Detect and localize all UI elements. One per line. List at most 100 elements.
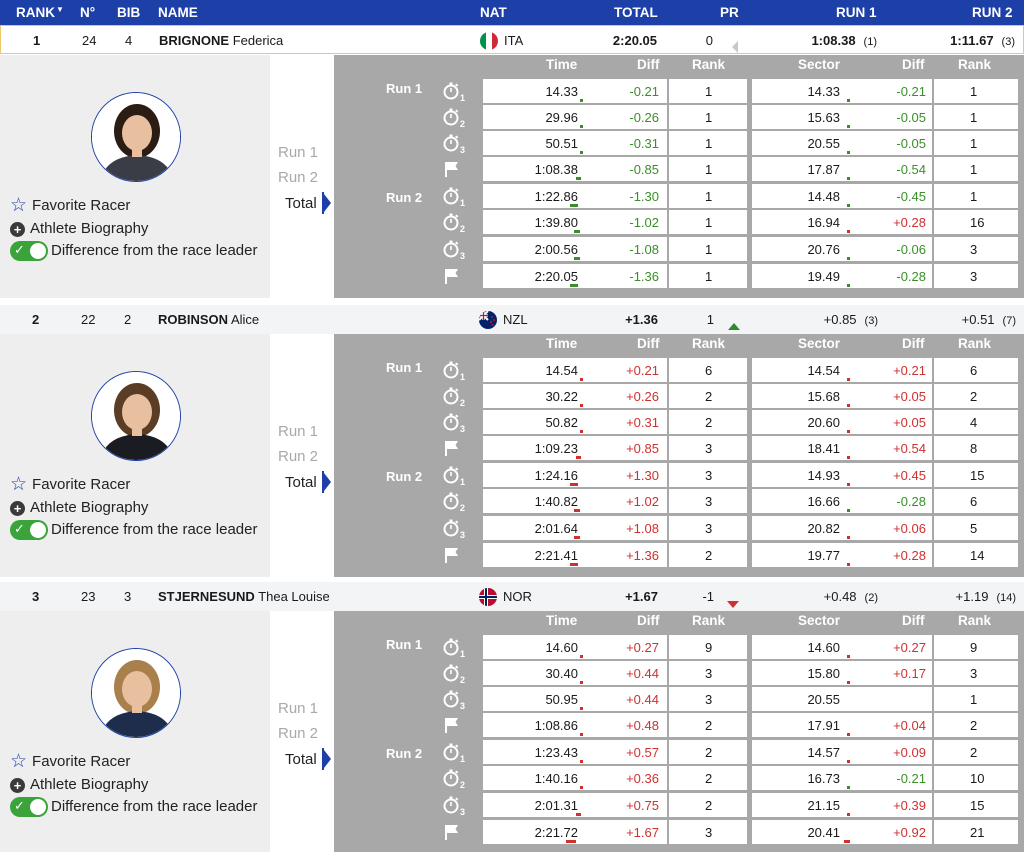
split-rank-cell: 3 (669, 661, 747, 685)
split-time-cell: 50.51 (483, 131, 586, 155)
run-selector-total[interactable]: Total (285, 474, 317, 491)
run-selector-total[interactable]: Total (285, 751, 317, 768)
racer-nation: ITA (504, 33, 524, 48)
difference-toggle[interactable]: ✓ Difference from the race leader (10, 797, 258, 817)
racer-run2: +1.19 (14) (955, 589, 1016, 604)
run-selector-run2[interactable]: Run 2 (278, 169, 319, 186)
sector-diff-cell: +0.45 (850, 463, 932, 487)
racer-row[interactable]: 2 22 2 ROBINSON Alice NZL +1.36 1 +0.85 (3) +0.51… (0, 305, 1024, 334)
split-rank-cell: 3 (669, 516, 747, 540)
run-selector-total[interactable]: Total (285, 195, 317, 212)
diff-column-header: Diff (637, 613, 660, 628)
stopwatch-2-icon: 2 (442, 385, 468, 408)
run-selector-run2[interactable]: Run 2 (278, 448, 319, 465)
sector-rank-column-header: Rank (958, 613, 992, 628)
sector-rank-cell: 2 (934, 740, 1018, 764)
plus-icon: + (10, 221, 25, 237)
sector-rank-cell: 3 (934, 264, 1018, 288)
caret-right-icon (324, 750, 331, 768)
stopwatch-2-icon: 2 (442, 490, 468, 513)
split-rank-cell: 6 (669, 358, 747, 382)
run-selector-run1[interactable]: Run 1 (278, 423, 319, 440)
sector-diff-cell: +0.54 (850, 436, 932, 460)
split-time-cell: 1:39.80 (483, 210, 586, 234)
sector-time-cell: 16.73 (752, 766, 850, 790)
sector-time-cell: 21.15 (752, 793, 850, 817)
flag-icon (480, 32, 498, 50)
stopwatch-2-icon: 2 (442, 106, 468, 129)
sector-rank-cell: 9 (934, 635, 1018, 659)
split-diff-cell: +1.08 (586, 516, 667, 540)
stopwatch-3-icon: 3 (442, 517, 468, 540)
star-icon: ☆ (10, 195, 28, 217)
split-diff-cell: +0.27 (586, 635, 667, 659)
split-time-cell: 2:01.31 (483, 793, 586, 817)
sector-diff-cell: -0.21 (850, 766, 932, 790)
split-diff-cell: +1.36 (586, 543, 667, 567)
sector-rank-cell: 6 (934, 489, 1018, 513)
rank-column-header[interactable]: RANK▼ (16, 5, 64, 20)
sector-diff-column-header: Diff (902, 613, 925, 628)
split-diff-cell: -0.26 (586, 105, 667, 129)
sector-time-cell: 19.77 (752, 543, 850, 567)
athlete-biography-link[interactable]: + Athlete Biography (10, 776, 148, 793)
split-diff-cell: -1.36 (586, 264, 667, 288)
racer-name[interactable]: BRIGNONE Federica (159, 33, 283, 48)
star-icon: ☆ (10, 751, 28, 773)
racer-run1: +0.48 (2) (823, 589, 878, 604)
toggle-switch[interactable]: ✓ (10, 520, 48, 540)
sector-diff-cell: +0.04 (850, 713, 932, 737)
sector-diff-cell: -0.28 (850, 489, 932, 513)
racer-firstname: Thea Louise (258, 589, 330, 604)
difference-toggle[interactable]: ✓ Difference from the race leader (10, 520, 258, 540)
stopwatch-3-icon: 3 (442, 411, 468, 434)
run-selector-run1[interactable]: Run 1 (278, 144, 319, 161)
pr-column-header: PR (720, 5, 739, 20)
split-times-table: Time Diff Rank Sector Diff Rank Run 1 Run 2 1 14.… (334, 55, 1024, 298)
plus-icon: + (10, 777, 25, 793)
racer-name[interactable]: ROBINSON Alice (158, 312, 259, 327)
stopwatch-2-icon: 2 (442, 767, 468, 790)
sector-time-cell: 14.33 (752, 79, 850, 103)
selected-indicator (322, 748, 324, 770)
run-selector-run2[interactable]: Run 2 (278, 725, 319, 742)
run1-label: Run 1 (386, 360, 423, 375)
racer-surname: ROBINSON (158, 312, 229, 327)
toggle-switch[interactable]: ✓ (10, 241, 48, 261)
run1-label: Run 1 (386, 81, 423, 96)
racer-pr: -1 (702, 589, 714, 604)
favorite-racer-toggle[interactable]: ☆ Favorite Racer (10, 474, 131, 496)
split-time-cell: 2:20.05 (483, 264, 586, 288)
check-icon: ✓ (14, 521, 25, 536)
sector-rank-cell: 1 (934, 131, 1018, 155)
nat-column-header: NAT (480, 5, 507, 20)
difference-toggle[interactable]: ✓ Difference from the race leader (10, 241, 258, 261)
racer-name[interactable]: STJERNESUND Thea Louise (158, 589, 330, 604)
racer-row[interactable]: 1 24 4 BRIGNONE Federica ITA 2:20.05 0 1:08.38(… (0, 25, 1024, 54)
stopwatch-2-icon: 2 (442, 211, 468, 234)
run-selector (270, 334, 334, 577)
split-time-cell: 1:22.86 (483, 184, 586, 208)
sector-diff-column-header: Diff (902, 336, 925, 351)
sector-time-cell: 15.63 (752, 105, 850, 129)
favorite-racer-toggle[interactable]: ☆ Favorite Racer (10, 195, 131, 217)
sector-diff-cell: +0.27 (850, 635, 932, 659)
racer-row[interactable]: 3 23 3 STJERNESUND Thea Louise NOR +1.67 -1 +0.… (0, 582, 1024, 611)
run-selector-run1[interactable]: Run 1 (278, 700, 319, 717)
time-column-header: Time (546, 613, 578, 628)
athlete-biography-link[interactable]: + Athlete Biography (10, 220, 148, 237)
split-time-cell: 29.96 (483, 105, 586, 129)
split-rank-cell: 2 (669, 543, 747, 567)
favorite-racer-toggle[interactable]: ☆ Favorite Racer (10, 751, 131, 773)
results-table-header: RANK▼ N° BIB NAME NAT TOTAL PR RUN 1 RUN… (0, 0, 1024, 25)
split-rank-cell: 1 (669, 157, 747, 181)
racer-number: 22 (81, 312, 96, 327)
athlete-biography-link[interactable]: + Athlete Biography (10, 499, 148, 516)
split-diff-cell: -1.02 (586, 210, 667, 234)
racer-bib: 2 (124, 312, 132, 327)
sector-diff-cell: -0.21 (850, 79, 932, 103)
toggle-switch[interactable]: ✓ (10, 797, 48, 817)
stopwatch-2-icon: 2 (442, 662, 468, 685)
sector-rank-cell: 14 (934, 543, 1018, 567)
split-rank-cell: 1 (669, 237, 747, 261)
